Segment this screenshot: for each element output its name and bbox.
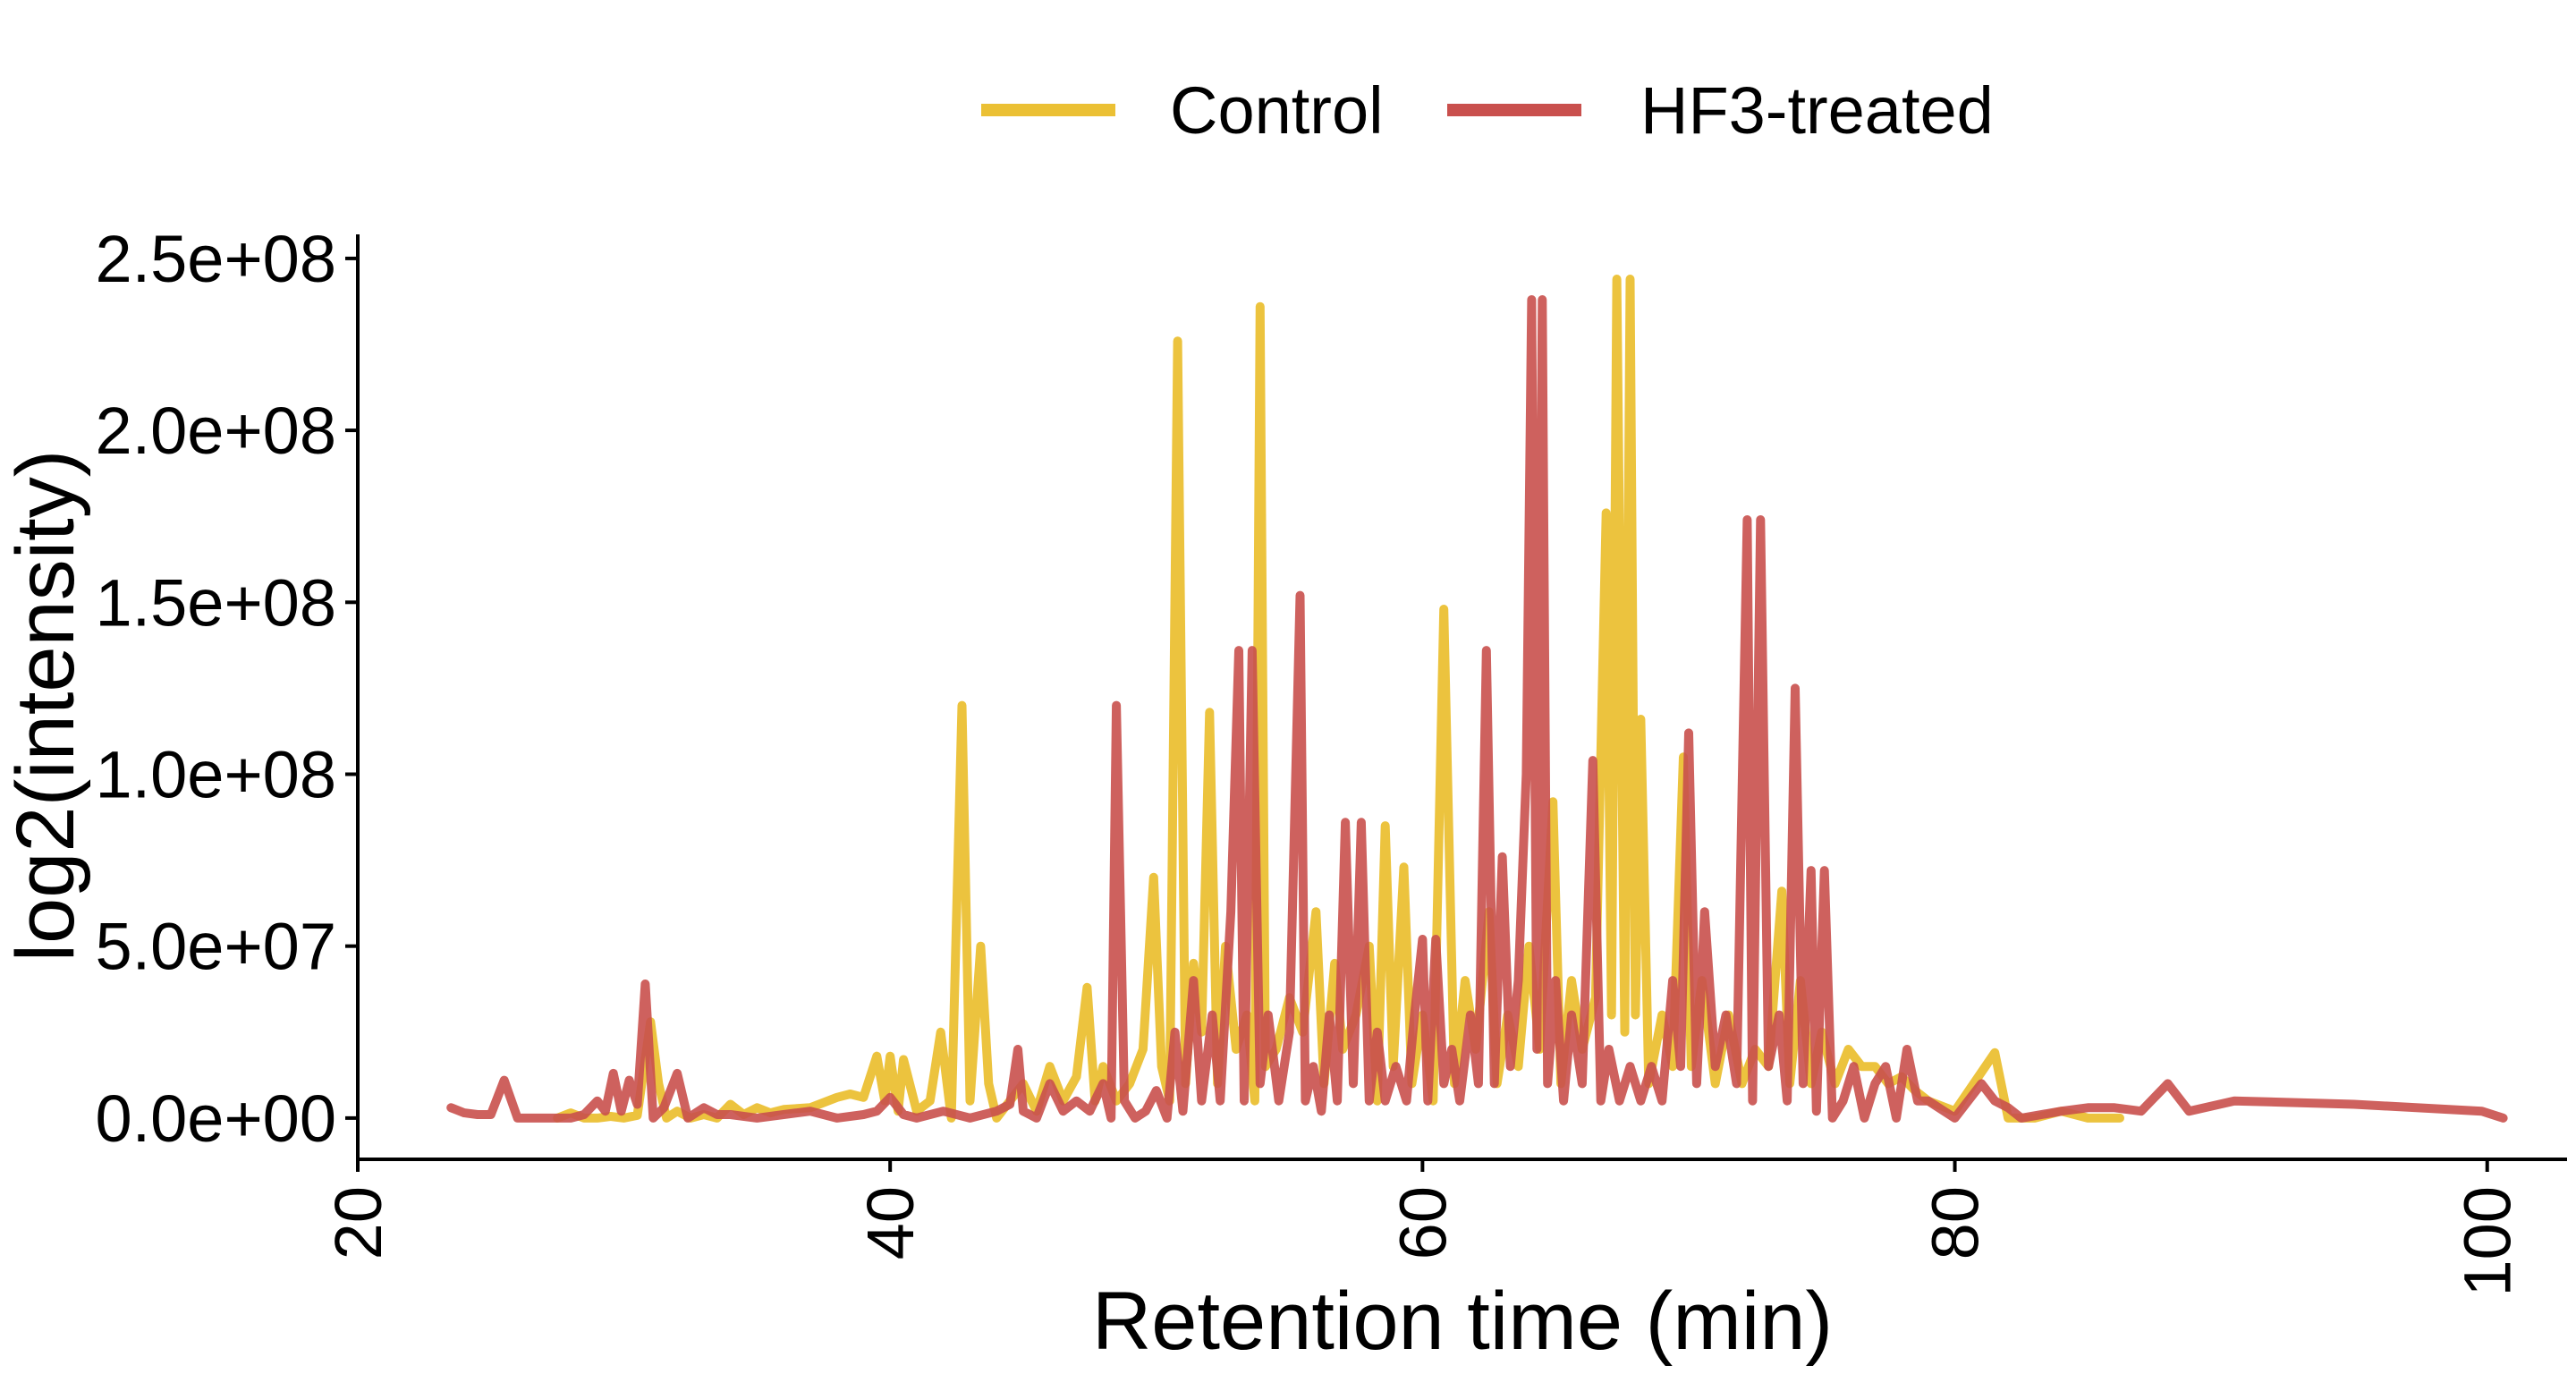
y-tick-label: 1.5e+08: [95, 565, 336, 640]
x-tick-label: 100: [2451, 1186, 2525, 1296]
y-tick-label: 2.0e+08: [95, 394, 336, 468]
x-tick-label: 60: [1385, 1186, 1460, 1260]
y-axis: 0.0e+00 5.0e+07 1.0e+08 1.5e+08 2.0e+08 2.5e+…: [95, 222, 360, 1159]
legend-label: HF3-treated: [1640, 73, 1994, 148]
legend: Control HF3-treated: [981, 73, 1994, 148]
x-tick-label: 40: [853, 1186, 928, 1260]
y-tick-label: 0.0e+00: [95, 1081, 336, 1156]
x-tick-label: 20: [321, 1186, 395, 1260]
y-tick-label: 2.5e+08: [95, 222, 336, 296]
y-tick-label: 1.0e+08: [95, 737, 336, 811]
x-axis-title: Retention time (min): [1092, 1276, 1833, 1367]
y-axis-title: log2(intensity): [0, 450, 91, 963]
series-line-hf3-treated: [446, 295, 2508, 1123]
x-axis: 20 40 60 80 100: [321, 1158, 2567, 1296]
legend-label: Control: [1170, 73, 1384, 148]
y-tick-label: 5.0e+07: [95, 910, 336, 984]
x-tick-label: 80: [1919, 1186, 1993, 1260]
series-layer: [446, 275, 2508, 1123]
